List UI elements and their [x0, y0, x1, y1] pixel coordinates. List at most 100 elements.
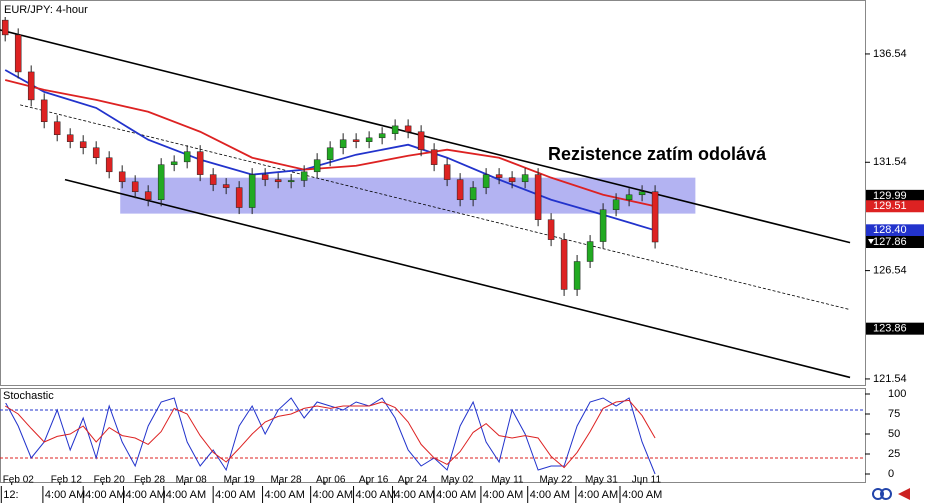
price-marker-label: 129.99	[873, 190, 907, 202]
link-icon[interactable]	[872, 488, 884, 500]
candle-body	[404, 125, 412, 132]
candle-body	[417, 131, 425, 150]
time-tick-label: 4:00 AM	[356, 489, 396, 501]
price-marker	[866, 236, 924, 249]
time-tick-label: 4:00 AM	[436, 489, 476, 501]
candle-body	[560, 239, 568, 290]
candle-body	[391, 125, 399, 134]
candle-body	[40, 99, 48, 123]
candle-body	[456, 179, 464, 201]
x-tick-label: Mar 08	[176, 475, 208, 486]
time-tick-label: 4:00 AM	[45, 489, 85, 501]
candle-body	[365, 137, 373, 142]
time-tick-label: 4:00 AM	[166, 489, 206, 501]
candle-body	[79, 141, 87, 149]
trendline	[20, 104, 851, 310]
price-panel	[0, 0, 866, 386]
toolbar-icons[interactable]	[872, 488, 910, 500]
x-tick-label: Feb 20	[94, 475, 126, 486]
candle-body	[118, 171, 126, 183]
candle-body	[209, 174, 217, 185]
candle-body	[105, 157, 113, 173]
stochastic-line	[4, 397, 656, 475]
time-tick-label: 4:00 AM	[578, 489, 618, 501]
title-box	[1, 1, 89, 17]
x-tick-label: Mar 28	[270, 475, 302, 486]
candle-body	[222, 184, 230, 188]
candle-body	[157, 164, 165, 201]
price-marker	[866, 224, 924, 237]
x-tick-label: May 22	[540, 475, 573, 486]
moving-average	[4, 79, 656, 208]
candle-body	[27, 71, 35, 101]
stochastic-title-box	[1, 389, 57, 403]
x-tick-label: Apr 06	[316, 475, 346, 486]
x-tick-label: May 11	[491, 475, 523, 486]
candle-body	[274, 179, 282, 183]
last-price-arrow	[868, 239, 874, 245]
link-icon-2	[880, 488, 892, 500]
candle-body	[534, 174, 542, 220]
time-tick-label: 4:00 AM	[215, 489, 255, 501]
price-marker-label: 128.40	[873, 224, 907, 236]
trendline	[0, 29, 851, 244]
x-tick-label: Apr 24	[398, 475, 428, 486]
stoch-tick-label: 0	[888, 468, 894, 480]
candle-body	[430, 149, 438, 165]
candle-body	[469, 187, 477, 201]
stochastic-title: Stochastic	[3, 390, 54, 402]
y-tick-label: 121.54	[873, 373, 907, 385]
y-tick-label: 131.54	[873, 156, 907, 168]
candle-body	[638, 191, 646, 196]
candle-body	[1, 19, 9, 36]
price-marker	[866, 200, 924, 213]
candle-body	[248, 174, 256, 208]
x-tick-label: Jun 11	[632, 475, 662, 486]
candle-body	[443, 164, 451, 180]
candle-body	[196, 151, 204, 175]
price-marker-label: 129.51	[873, 200, 907, 212]
x-tick-label: May 31	[585, 475, 618, 486]
stoch-tick-label: 100	[888, 388, 906, 400]
candle-body	[482, 174, 490, 188]
time-tick-label: 4:00 AM	[85, 489, 125, 501]
x-tick-label: Feb 12	[51, 475, 83, 486]
candle-body	[53, 121, 61, 136]
stoch-tick-label: 75	[888, 408, 900, 420]
y-tick-label: 136.54	[873, 48, 907, 60]
candle-body	[508, 177, 516, 183]
price-marker	[866, 189, 924, 202]
candle-body	[339, 139, 347, 149]
candle-body	[547, 219, 555, 240]
candle-body	[235, 187, 243, 208]
price-marker	[866, 322, 924, 335]
candle-body	[352, 139, 360, 142]
price-marker-label: 123.86	[873, 323, 907, 335]
x-tick-label: May 02	[441, 475, 474, 486]
candle-body	[66, 134, 74, 142]
time-tick-label: 12:	[3, 489, 18, 501]
candle-body	[586, 241, 594, 262]
trendline	[64, 178, 851, 379]
candle-body	[131, 181, 139, 192]
candle-body	[495, 174, 503, 178]
candle-body	[170, 161, 178, 165]
candle-body	[144, 191, 152, 201]
arrow-icon[interactable]	[898, 488, 910, 500]
candle-body	[521, 174, 529, 183]
candle-body	[599, 209, 607, 242]
candle-body	[183, 151, 191, 163]
stoch-tick-label: 25	[888, 448, 900, 460]
candle-body	[573, 261, 581, 290]
time-tick-label: 4:00 AM	[125, 489, 165, 501]
price-marker-label: 127.86	[873, 236, 907, 248]
candle-body	[326, 147, 334, 160]
candle-body	[287, 180, 295, 183]
x-tick-label: Apr 16	[359, 475, 389, 486]
x-tick-label: Feb 02	[3, 475, 35, 486]
x-tick-label: Mar 19	[224, 475, 256, 486]
candle-body	[378, 133, 386, 139]
candle-body	[651, 191, 659, 243]
